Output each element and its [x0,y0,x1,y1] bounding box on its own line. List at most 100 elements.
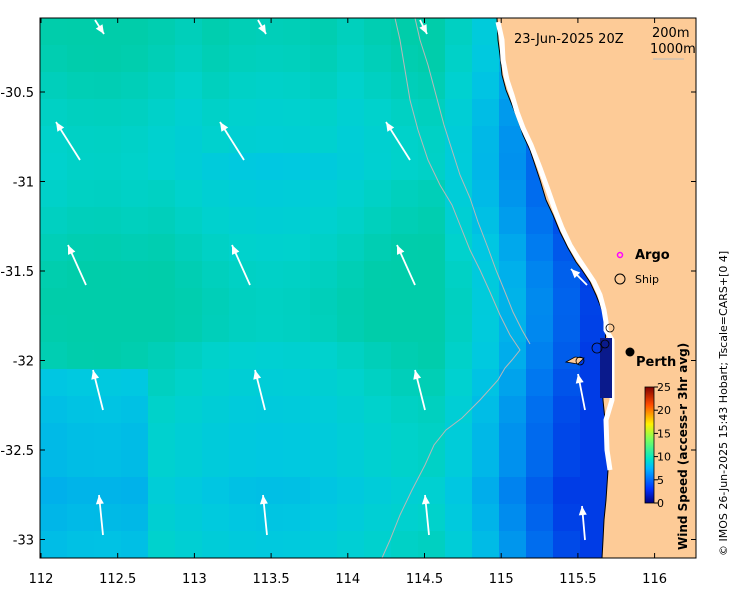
grid-cell [391,207,419,235]
grid-cell [472,531,500,558]
grid-cell [337,126,365,154]
grid-cell [256,207,284,235]
y-tick-label: -33 [13,534,34,549]
grid-cell [202,99,230,127]
grid-cell [67,450,95,478]
grid-cell [310,126,338,154]
grid-cell [202,72,230,100]
grid-cell [175,72,203,100]
grid-cell [148,18,176,46]
grid-cell [121,72,149,100]
grid-cell [310,531,338,558]
grid-cell [580,450,608,478]
grid-cell [256,315,284,343]
grid-cell [148,180,176,208]
wind-arrow-icon [95,494,104,536]
grid-cell [364,369,392,397]
ship-label: Ship [635,273,659,286]
grid-cell [202,477,230,505]
grid-cell [67,207,95,235]
contour-legend-1000m: 1000m [650,42,696,57]
grid-cell [40,504,68,532]
grid-cell [94,504,122,532]
grid-cell [256,531,284,558]
grid-cell [418,180,446,208]
grid-cell [202,288,230,316]
grid-cell [175,99,203,127]
grid-cell [499,477,527,505]
grid-cell [229,45,257,73]
grid-cell [283,369,311,397]
grid-cell [202,261,230,289]
grid-cell [175,261,203,289]
grid-cell [418,261,446,289]
grid-cell [580,315,608,343]
grid-cell [418,99,446,127]
grid-cell [229,423,257,451]
grid-cell [310,180,338,208]
grid-cell [472,342,500,370]
grid-cell [121,261,149,289]
grid-cell [337,18,365,46]
grid-cell [94,207,122,235]
grid-cell [283,45,311,73]
grid-cell [580,423,608,451]
grid-cell [229,72,257,100]
grid-cell [67,234,95,262]
ship-marker-icon [614,273,626,285]
grid-cell [121,396,149,424]
grid-cell [310,288,338,316]
grid-cell [364,531,392,558]
grid-cell [202,423,230,451]
grid-cell [310,450,338,478]
colorbar-tick-label: 25 [657,381,671,394]
bathymetry-contours [381,17,531,559]
grid-cell [256,504,284,532]
grid-cell [148,153,176,181]
perth-label: Perth [636,355,676,370]
grid-cell [283,342,311,370]
grid-cell [40,72,68,100]
grid-cell [175,126,203,154]
colorbar-ramp [644,386,655,504]
grid-cell [418,18,446,46]
grid-cell [67,504,95,532]
grid-cell [445,342,473,370]
grid-cell [67,531,95,558]
grid-cell [499,423,527,451]
grid-cell [256,396,284,424]
grid-cell [67,342,95,370]
grid-cell [445,531,473,558]
grid-cell [526,315,554,343]
grid-cell [67,180,95,208]
grid-cell [67,315,95,343]
grid-cell [391,369,419,397]
grid-cell [40,288,68,316]
grid-cell [553,450,581,478]
grid-cell [148,234,176,262]
y-tick-label: -32 [13,355,34,370]
grid-cell [310,234,338,262]
grid-cell [553,504,581,532]
grid-cell [445,261,473,289]
grid-cell [337,207,365,235]
wind-arrow-icon [396,244,416,286]
grid-cell [391,423,419,451]
x-tick-label: 114 [335,572,360,587]
grid-cell [310,18,338,46]
grid-cell [40,45,68,73]
grid-cell [391,153,419,181]
grid-cell [337,261,365,289]
perth-coast-detail: Perth [564,323,676,398]
plot-frame [39,17,697,559]
grid-cell [67,45,95,73]
grid-cell [202,450,230,478]
grid-cell [40,369,68,397]
grid-cell [364,207,392,235]
grid-cell [364,396,392,424]
wind-arrow-icon [570,268,588,286]
grid-cell [472,423,500,451]
grid-cell [256,180,284,208]
grid-cell [472,180,500,208]
